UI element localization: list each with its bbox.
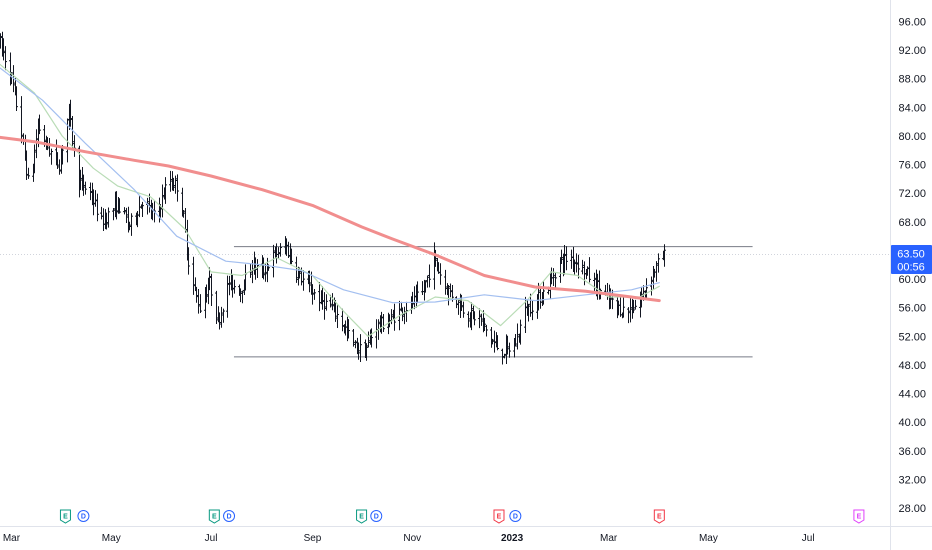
earnings-badge-icon — [653, 509, 665, 524]
x-tick-label: 2023 — [501, 533, 524, 544]
x-tick-label: Mar — [3, 533, 21, 544]
moving-averages — [0, 63, 661, 337]
y-axis: 96.00 92.00 88.00 84.00 80.00 76.00 72.00 68.00… — [898, 16, 926, 515]
event-badge-letter: D — [81, 514, 86, 521]
event-badge-letter: D — [513, 514, 518, 521]
x-tick-label: Nov — [403, 533, 421, 544]
earnings-badge-icon — [493, 509, 505, 524]
y-tick-label: 40.00 — [898, 417, 926, 429]
earnings-badge-icon — [356, 509, 368, 524]
x-axis: Mar May Jul Sep Nov 2023 Mar May Jul — [3, 533, 815, 544]
y-tick-label: 56.00 — [898, 303, 926, 315]
event-badge-letter: E — [63, 514, 68, 521]
y-tick-label: 88.00 — [898, 74, 926, 86]
ohlc-bars — [0, 31, 666, 365]
x-tick-label: May — [699, 533, 718, 544]
y-tick-label: 68.00 — [898, 217, 926, 229]
dividend-badge-icon — [509, 510, 522, 522]
x-tick-label: Mar — [600, 533, 618, 544]
x-tick-label: Jul — [205, 533, 218, 544]
y-tick-label: 84.00 — [898, 102, 926, 114]
y-tick-label: 32.00 — [898, 474, 926, 486]
ma-20-line — [0, 63, 660, 337]
y-tick-label: 60.00 — [898, 274, 926, 286]
event-badge-letter: D — [374, 514, 379, 521]
y-tick-label: 48.00 — [898, 360, 926, 372]
event-badge-letter: E — [212, 514, 217, 521]
y-tick-label: 36.00 — [898, 446, 926, 458]
ma-50-line — [0, 67, 660, 304]
x-tick-label: May — [102, 533, 121, 544]
y-tick-label: 96.00 — [898, 16, 926, 28]
event-badge-letter: E — [359, 514, 364, 521]
x-tick-label: Jul — [802, 533, 815, 544]
event-badge-letter: E — [497, 514, 502, 521]
y-tick-label: 44.00 — [898, 389, 926, 401]
horizontal-lines — [0, 246, 890, 358]
y-tick-label: 28.00 — [898, 503, 926, 515]
y-tick-label: 92.00 — [898, 45, 926, 57]
event-badge-letter: D — [227, 514, 232, 521]
ma-200-line — [0, 135, 661, 303]
y-tick-label: 72.00 — [898, 188, 926, 200]
earnings-badge-icon — [208, 509, 220, 524]
price-label-box — [891, 245, 932, 275]
y-tick-label: 52.00 — [898, 331, 926, 343]
price-label-value: 63.50 — [897, 249, 925, 261]
dividend-badge-icon — [77, 510, 90, 522]
dividend-badge-icon — [370, 510, 383, 522]
price-label-countdown: 00:56 — [897, 262, 925, 274]
x-tick-label: Sep — [304, 533, 322, 544]
earnings-badge-icon — [59, 509, 71, 524]
event-badge-letter: E — [857, 514, 862, 521]
y-tick-label: 76.00 — [898, 160, 926, 172]
earnings-badge-icon — [853, 509, 865, 524]
y-tick-label: 80.00 — [898, 131, 926, 143]
dividend-badge-icon — [223, 510, 236, 522]
event-badge-letter: E — [657, 514, 662, 521]
